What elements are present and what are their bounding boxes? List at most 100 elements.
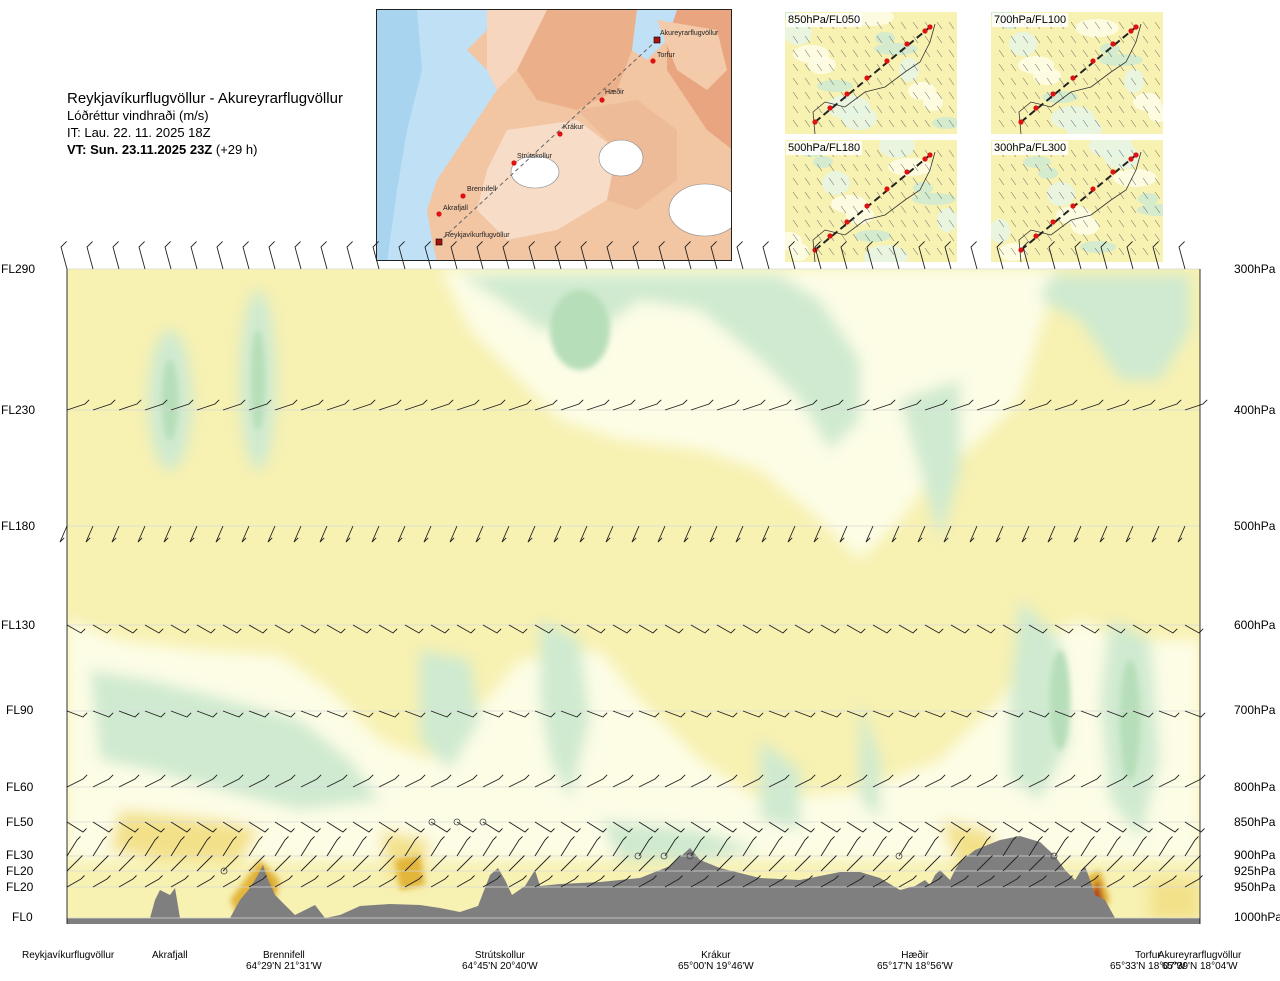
wind-barb <box>969 525 978 543</box>
wind-barb <box>196 710 218 718</box>
thumbnail-700hpa[interactable]: 700hPa/FL100 <box>991 12 1163 134</box>
wind-barb <box>222 875 241 888</box>
wind-barb <box>378 399 402 411</box>
wind-barb <box>164 241 172 270</box>
wind-barb <box>352 624 372 634</box>
waypoint-brennifell-name: Brennifell <box>263 950 305 961</box>
wind-barb <box>1002 774 1024 788</box>
wind-barb <box>196 399 220 411</box>
wind-barb <box>612 710 634 718</box>
wind-barb <box>475 525 484 543</box>
route-map-stations <box>435 36 661 246</box>
wind-barb <box>612 836 627 857</box>
wind-barb <box>1048 241 1056 270</box>
calm-marker <box>220 867 228 875</box>
wind-barb <box>1080 855 1097 872</box>
wind-barb <box>378 875 397 888</box>
wind-barb <box>762 241 770 270</box>
wind-barb <box>300 774 322 788</box>
wind-barb <box>508 875 527 888</box>
wind-barb <box>794 821 815 833</box>
wind-barb <box>866 241 874 270</box>
fl-label-180: FL180 <box>1 519 36 533</box>
wind-barb <box>612 624 632 634</box>
wind-barb <box>404 855 421 872</box>
wind-barb <box>274 710 296 718</box>
wind-barb <box>92 875 111 888</box>
hpa-label-850: 850hPa <box>1234 815 1276 829</box>
thumbnail-300hpa[interactable]: 300hPa/FL300 <box>991 140 1163 262</box>
wind-barb <box>293 525 302 543</box>
wind-barb <box>1054 855 1071 872</box>
valid-time-bold: VT: Sun. 23.11.2025 23Z <box>67 142 213 157</box>
calm-marker <box>895 852 903 860</box>
map-label-brennifell: Brennifell <box>467 186 497 193</box>
wind-barb <box>118 821 139 833</box>
wind-barb <box>326 875 345 888</box>
route-map-labels: Akureyrarflugvöllur Torfur Hæðir Krákur … <box>443 30 719 239</box>
wind-barb <box>1132 855 1149 872</box>
wind-barb <box>638 399 662 411</box>
wind-barb <box>352 710 374 718</box>
wind-barb <box>326 624 346 634</box>
wind-barb <box>970 241 978 270</box>
waypoint-strutskollur-coord: 64°45'N 20°40'W <box>462 961 538 972</box>
wind-barb <box>112 241 120 270</box>
wind-barb <box>144 624 164 634</box>
route-map-svg: Akureyrarflugvöllur Torfur Hæðir Krákur … <box>377 10 731 260</box>
wind-barb <box>586 855 603 872</box>
wind-barb <box>1021 525 1030 543</box>
wind-barb <box>1002 855 1019 872</box>
wind-barbs <box>59 241 1208 888</box>
wind-barb <box>664 624 684 634</box>
wind-barb <box>872 836 887 857</box>
wind-barb <box>1184 875 1203 888</box>
wind-barb <box>846 399 870 411</box>
wind-barb <box>820 875 839 888</box>
wind-barb <box>404 774 426 788</box>
wind-barb <box>196 821 217 833</box>
map-label-strutskollur: Strútskollur <box>517 153 553 160</box>
wind-barb <box>716 774 738 788</box>
wind-barb <box>274 855 291 872</box>
waypoint-akrafjall-name: Akrafjall <box>152 950 188 961</box>
wind-barb <box>92 774 114 788</box>
calm-marker <box>686 852 694 860</box>
wind-barb <box>274 821 295 833</box>
wind-barb <box>86 241 94 270</box>
wind-barb <box>1002 399 1026 411</box>
thumbnail-700hpa-label: 700hPa/FL100 <box>992 13 1069 27</box>
hpa-label-500: 500hPa <box>1234 519 1276 533</box>
wind-barb <box>976 399 1000 411</box>
route-map: Akureyrarflugvöllur Torfur Hæðir Krákur … <box>376 9 732 261</box>
wind-barb <box>534 774 556 788</box>
wind-barb <box>534 855 551 872</box>
wind-barb <box>534 710 556 718</box>
waypoint-strutskollur-name: Strútskollur <box>474 950 525 961</box>
wind-barb <box>352 836 367 857</box>
wind-barb <box>118 836 133 857</box>
wind-barb <box>378 821 399 833</box>
wind-barb <box>872 399 896 411</box>
wind-barb <box>1106 774 1128 788</box>
thumbnail-850hpa-label: 850hPa/FL050 <box>786 13 863 27</box>
wind-barb <box>1106 821 1127 833</box>
thumbnail-850hpa[interactable]: 850hPa/FL050 <box>785 12 957 134</box>
wind-barb <box>1080 836 1095 857</box>
wind-barb <box>898 399 922 411</box>
wind-barb <box>553 525 562 543</box>
wind-barb <box>118 624 138 634</box>
wind-barb <box>66 875 85 888</box>
wind-barb <box>163 525 172 543</box>
wind-barb <box>1106 399 1130 411</box>
wind-barb <box>66 821 87 833</box>
wind-barb <box>248 774 270 788</box>
wind-barb <box>450 241 458 270</box>
thumbnail-500hpa[interactable]: 500hPa/FL180 <box>785 140 957 262</box>
wind-barb <box>482 399 506 411</box>
fl-label-0: FL0 <box>12 910 33 924</box>
wind-barb <box>1132 836 1147 857</box>
wind-barb <box>846 875 865 888</box>
wind-barb <box>1106 836 1121 857</box>
waypoint-haedir: Hæðir 65°17'N 18°56'W <box>877 950 953 972</box>
